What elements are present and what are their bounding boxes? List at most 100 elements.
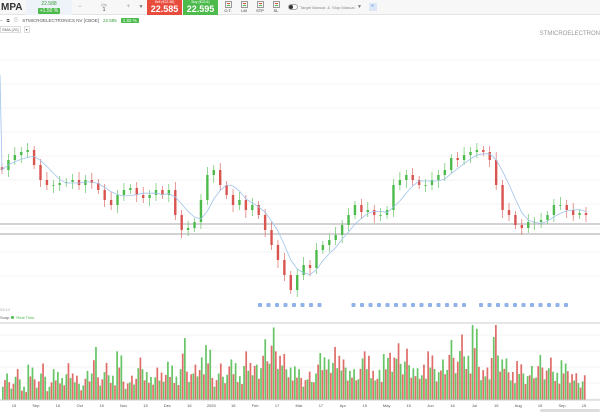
volume-bar [230, 359, 233, 400]
order-ticket-button[interactable]: O.T. [222, 1, 234, 13]
candle-body [103, 190, 106, 200]
candle-body [84, 180, 87, 185]
volume-bar [105, 362, 108, 400]
instrument-bar: – ⧉ ⓘ STMICROELECTRONICS NV [CBOE] 22.58… [0, 16, 139, 24]
candle-body [571, 210, 575, 215]
stop-limit-label: SL [273, 8, 279, 13]
volume-bar [243, 365, 245, 400]
chevron-down-icon[interactable]: ▼ [357, 4, 362, 10]
volume-bar [260, 368, 262, 400]
candle-body [231, 195, 235, 205]
x-tick-label: May [383, 403, 391, 408]
candle-body [334, 235, 337, 240]
candle-body [263, 215, 267, 230]
volume-bar [488, 379, 491, 400]
qty-plus-button[interactable]: + [126, 4, 130, 10]
volume-bar [181, 353, 184, 400]
panel-icon[interactable]: « [368, 3, 377, 11]
volume-bar [90, 373, 93, 400]
volume-bar [533, 378, 535, 400]
candle-body [289, 275, 292, 290]
volume-bar [558, 383, 561, 400]
event-marker-icon [538, 303, 543, 307]
volume-bar [575, 373, 578, 400]
x-tick-label: Dec [164, 403, 171, 408]
volume-bar [566, 371, 569, 400]
volume-bar [427, 351, 430, 400]
sell-button[interactable]: Sell (€22.58) 22.585 [147, 0, 182, 15]
event-marker-icon [411, 303, 415, 307]
candle-body [302, 265, 305, 275]
qty-input[interactable]: 1 [102, 6, 106, 13]
buy-button[interactable]: Buy (€22.6) 22.595 [183, 0, 218, 15]
volume-bar [543, 379, 546, 400]
candle-body [578, 213, 581, 215]
volume-bar [351, 377, 353, 400]
candle-body [443, 170, 447, 175]
volume-bar [518, 374, 521, 400]
volume-bar [88, 381, 91, 400]
candle-body [321, 245, 325, 250]
stop-limit-button[interactable]: SL [270, 1, 282, 13]
candle-body [494, 160, 498, 185]
volume-bar [205, 345, 207, 400]
indicator-menu-icon[interactable]: ▾ [23, 26, 30, 33]
x-tick-label: Mar [296, 403, 304, 408]
volume-bar [408, 365, 410, 400]
sma-indicator-label[interactable]: SMA (20) [0, 26, 21, 33]
volume-bar [54, 380, 57, 400]
quantity-stepper[interactable]: − Qty 1 + [72, 0, 136, 15]
candle-body [161, 190, 164, 195]
volume-bar [304, 380, 307, 400]
event-marker-icon [462, 303, 466, 307]
volume-bar [526, 376, 529, 400]
limit-order-button[interactable]: LM [238, 1, 250, 13]
event-marker-icon [530, 303, 534, 307]
volume-bar [86, 370, 89, 400]
volume-bar [198, 370, 201, 400]
volume-bar [372, 370, 375, 400]
volume-bar [302, 386, 305, 400]
compare-icon[interactable]: ⧉ [6, 17, 10, 23]
candle-body [424, 185, 427, 186]
volume-bar [175, 376, 178, 400]
volume-bar [192, 373, 195, 400]
candle-body [180, 215, 183, 230]
candle-body [141, 195, 145, 198]
candle-body [392, 185, 395, 210]
x-tick-label: Aug [515, 403, 522, 408]
volume-bar [550, 357, 552, 400]
volume-bar [71, 373, 74, 400]
candle-body [206, 175, 209, 200]
qty-minus-button[interactable]: − [78, 4, 82, 10]
horizontal-scrollbar[interactable] [540, 409, 600, 412]
event-marker-icon [504, 303, 509, 307]
event-marker-icon [360, 303, 364, 307]
volume-bar [114, 385, 116, 400]
volume-bar [61, 377, 63, 400]
volume-bar [454, 373, 457, 400]
manual-toggle[interactable] [288, 4, 298, 10]
volume-bar [346, 380, 349, 400]
volume-bar [459, 350, 461, 400]
volume-bar [435, 381, 438, 400]
volume-bar [224, 383, 226, 400]
volume-bar [164, 374, 167, 400]
collapse-icon[interactable]: – [0, 17, 3, 23]
volume-bar [238, 376, 241, 400]
candle-body [507, 210, 511, 215]
x-tick-label: 16 [187, 403, 192, 408]
chevron-down-icon[interactable]: ▼ [138, 4, 144, 10]
volume-bar [35, 387, 38, 400]
volume-bar [148, 382, 150, 400]
volume-bar [554, 380, 556, 400]
info-icon[interactable]: ⓘ [13, 17, 19, 22]
volume-bar [222, 376, 224, 400]
event-marker-icon [275, 303, 279, 307]
candle-body [276, 245, 280, 260]
volume-bar [264, 339, 267, 400]
volume-bar [545, 370, 548, 400]
stop-order-button[interactable]: STP [254, 1, 266, 13]
volume-bar [141, 369, 144, 400]
